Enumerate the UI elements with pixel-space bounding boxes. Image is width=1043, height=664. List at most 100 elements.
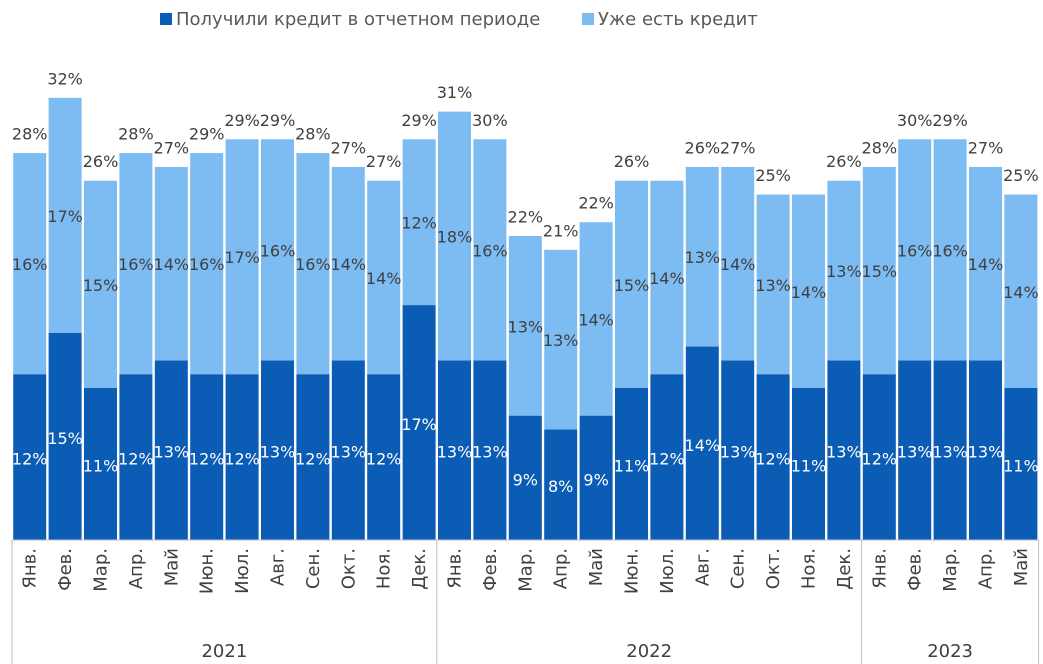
segment-label: 13%	[685, 248, 721, 267]
x-tick-label: Фев.	[905, 548, 926, 591]
bar-segment	[48, 332, 82, 540]
bar-segment	[579, 415, 613, 540]
segment-label: 13%	[437, 443, 473, 462]
bar-segment	[402, 139, 436, 306]
x-tick-label: Фев.	[55, 548, 76, 591]
x-tick-label: Июл.	[232, 548, 253, 594]
segment-label: 12%	[224, 450, 260, 469]
x-tick-label: Апр.	[126, 548, 147, 589]
bar-segment	[615, 388, 648, 540]
bar-segment	[367, 180, 401, 375]
segment-label: 12%	[755, 450, 791, 469]
total-label: 29%	[401, 111, 437, 130]
total-label: 27%	[331, 138, 367, 157]
group-label: 2022	[626, 641, 672, 662]
segment-label: 17%	[47, 207, 83, 226]
bar-segment	[792, 388, 825, 540]
bar-segment	[296, 374, 330, 540]
x-tick-label: Окт.	[338, 548, 359, 589]
bar-segment	[1004, 194, 1038, 388]
segment-label: 9%	[583, 470, 608, 489]
segment-label: 16%	[295, 255, 331, 274]
bar-segment	[827, 180, 861, 361]
segment-label: 16%	[118, 255, 154, 274]
bar-segment	[225, 139, 259, 375]
total-label: 27%	[968, 138, 1004, 157]
x-tick-label: Июн.	[622, 548, 643, 594]
segment-label: 16%	[260, 241, 296, 260]
total-label: 28%	[295, 125, 331, 144]
segment-label: 13%	[968, 443, 1004, 462]
segment-label: 16%	[932, 241, 968, 260]
segment-label: 12%	[295, 450, 331, 469]
bar-segment	[862, 166, 896, 375]
bar-segment	[685, 166, 719, 347]
bar-segment	[721, 166, 755, 361]
segment-label: 15%	[862, 262, 898, 281]
segment-label: 13%	[508, 317, 544, 336]
bar-segment	[402, 305, 436, 540]
segment-label: 14%	[720, 255, 756, 274]
bar-segment	[969, 166, 1002, 361]
segment-label: 15%	[47, 429, 83, 448]
x-tick-label: Фев.	[480, 548, 501, 591]
bar-segment	[225, 374, 259, 540]
bar-segment	[615, 180, 648, 388]
segment-label: 9%	[513, 470, 538, 489]
bar-segment	[862, 374, 896, 540]
total-label: 29%	[189, 125, 225, 144]
segment-label: 14%	[331, 255, 367, 274]
segment-label: 16%	[897, 241, 933, 260]
segment-label: 16%	[189, 255, 225, 274]
segment-label: 13%	[154, 443, 190, 462]
bar-segment	[827, 360, 861, 540]
bar-segment	[331, 360, 365, 540]
bar-segment	[261, 139, 294, 361]
bar-segment	[544, 249, 578, 430]
segment-label: 12%	[12, 450, 48, 469]
segment-label: 14%	[685, 436, 721, 455]
bar-segment	[508, 415, 542, 540]
x-tick-label: Июн.	[197, 548, 218, 594]
x-tick-label: Сен.	[303, 548, 324, 589]
bar-segment	[969, 360, 1002, 540]
segment-label: 13%	[897, 443, 933, 462]
bar-segment	[721, 360, 755, 540]
bar-segment	[190, 153, 224, 375]
bar-segment	[898, 139, 932, 361]
group-label: 2021	[201, 641, 247, 662]
total-label: 27%	[154, 138, 190, 157]
x-tick-label: Авг.	[268, 548, 289, 586]
bar-segment	[933, 360, 967, 540]
bar-segment	[13, 153, 47, 375]
total-label: 22%	[508, 208, 544, 227]
x-tick-label: Мар.	[515, 548, 536, 592]
bar-segment	[438, 360, 471, 540]
bar-segment	[367, 374, 401, 540]
segment-label: 17%	[401, 415, 437, 434]
bar-segment	[119, 153, 153, 375]
segment-label: 14%	[154, 255, 190, 274]
segment-label: 13%	[720, 443, 756, 462]
segment-label: 12%	[189, 450, 225, 469]
total-label: 25%	[1003, 166, 1039, 185]
legend-label: Получили кредит в отчетном периоде	[176, 9, 540, 30]
total-label: 27%	[366, 152, 402, 171]
bar-segment	[84, 180, 117, 388]
segment-label: 12%	[118, 450, 154, 469]
x-tick-label: Дек.	[834, 548, 855, 590]
total-label: 29%	[260, 111, 296, 130]
bar-segment	[544, 429, 578, 540]
total-label: 22%	[578, 194, 614, 213]
segment-label: 13%	[331, 443, 367, 462]
total-label: 29%	[932, 111, 968, 130]
total-label: 32%	[47, 69, 83, 88]
bar-segment	[473, 139, 507, 361]
segment-label: 15%	[614, 276, 650, 295]
bar-segment	[792, 194, 825, 388]
x-tick-label: Дек.	[409, 548, 430, 590]
segment-label: 18%	[437, 228, 473, 247]
x-tick-label: Май	[161, 548, 182, 586]
bar-segment	[119, 374, 153, 540]
segment-label: 13%	[755, 276, 791, 295]
